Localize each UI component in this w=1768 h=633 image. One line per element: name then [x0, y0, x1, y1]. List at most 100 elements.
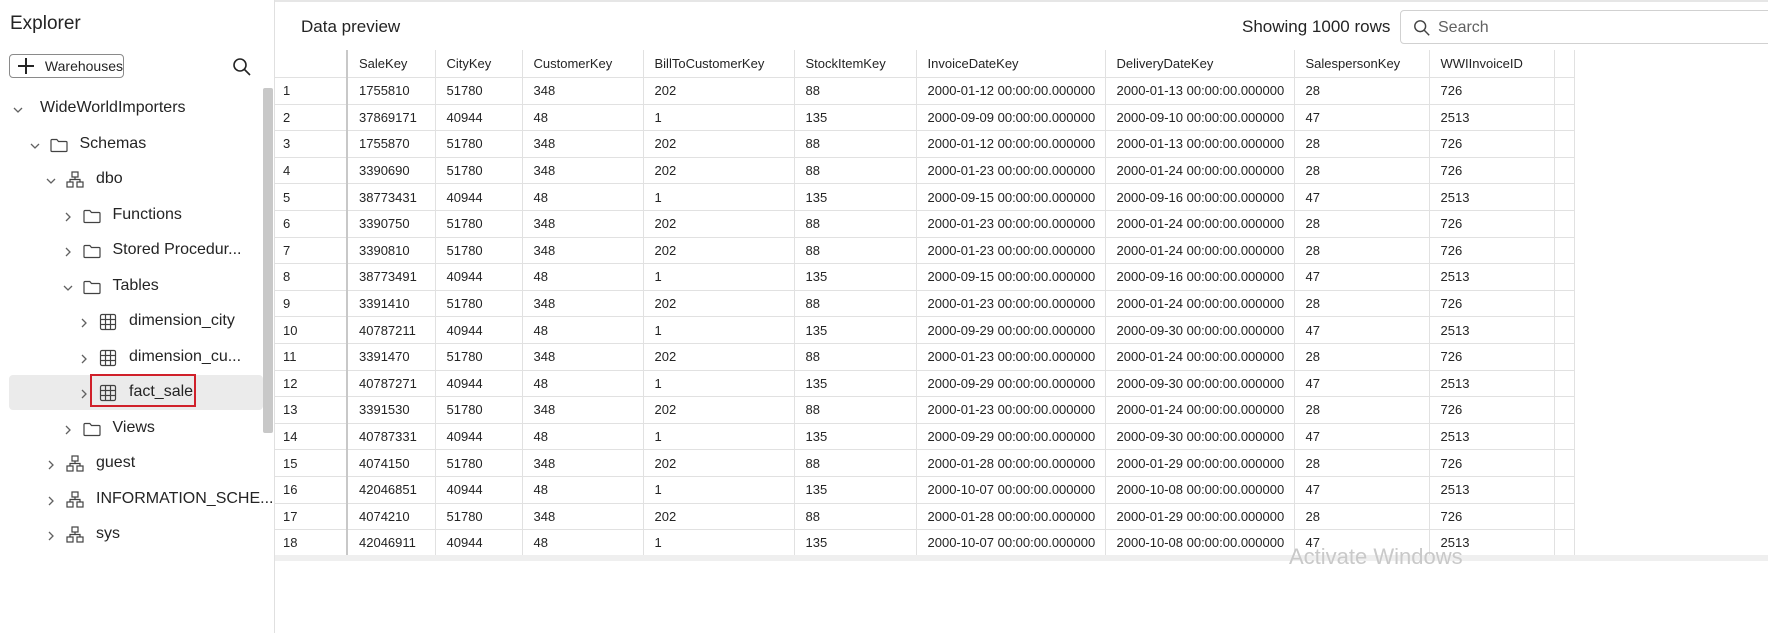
table-row[interactable]: 18 42046911 40944 48 1 135 2000-10-07 00:00:00… [275, 529, 1575, 555]
add-warehouses-button[interactable]: Warehouses [9, 54, 124, 78]
table-cell: 202 [643, 130, 795, 158]
chevron-right-icon[interactable] [45, 529, 57, 541]
table-row[interactable]: 12 40787271 40944 48 1 135 2000-09-29 00:00:00… [275, 370, 1575, 398]
table-cell: 88 [794, 210, 917, 238]
table-row[interactable]: 3 1755870 51780 348 202 88 2000-01-12 00:00:00… [275, 130, 1575, 158]
table-cell: 28 [1294, 290, 1430, 318]
table-cell: 202 [643, 237, 795, 265]
table-cell: 3390750 [347, 210, 436, 238]
chevron-down-icon[interactable] [29, 139, 41, 151]
table-cell: 2000-09-29 00:00:00.000000 [916, 423, 1106, 451]
chevron-right-icon[interactable] [78, 316, 90, 328]
table-cell: 40944 [435, 476, 523, 504]
table-row[interactable]: 14 40787331 40944 48 1 135 2000-09-29 00:00:00… [275, 423, 1575, 451]
chevron-right-icon[interactable] [62, 210, 74, 222]
table-cell: 2000-01-24 00:00:00.000000 [1105, 237, 1295, 265]
tree-item[interactable]: Tables [0, 269, 262, 304]
tree-item[interactable]: INFORMATION_SCHE... [0, 482, 274, 517]
column-header[interactable]: DeliveryDateKey [1105, 50, 1295, 78]
table-cell: 2000-01-28 00:00:00.000000 [916, 449, 1106, 477]
column-header-partial[interactable] [1554, 50, 1575, 78]
table-cell: 38773431 [347, 183, 436, 211]
table-cell: 42046911 [347, 529, 436, 555]
tree-item[interactable]: Functions [0, 198, 262, 233]
table-cell: 88 [794, 290, 917, 318]
column-header[interactable]: CityKey [435, 50, 523, 78]
table-row[interactable]: 1 1755810 51780 348 202 88 2000-01-12 00:00:00… [275, 77, 1575, 105]
chevron-right-icon[interactable] [45, 494, 57, 506]
table-cell: 28 [1294, 503, 1430, 531]
table-cell: 2000-01-24 00:00:00.000000 [1105, 210, 1295, 238]
table-row[interactable]: 16 42046851 40944 48 1 135 2000-10-07 00:00:00… [275, 476, 1575, 504]
table-cell: 88 [794, 503, 917, 531]
chevron-right-icon[interactable] [78, 352, 90, 364]
table-row[interactable]: 8 38773491 40944 48 1 135 2000-09-15 00:00:00.… [275, 263, 1575, 291]
chevron-down-icon[interactable] [12, 103, 24, 115]
column-header[interactable]: CustomerKey [522, 50, 644, 78]
tree-item-label: Functions [112, 205, 182, 223]
chevron-right-icon[interactable] [45, 458, 57, 470]
table-cell: 2000-01-23 00:00:00.000000 [916, 343, 1106, 371]
table-cell-partial [1554, 263, 1575, 291]
search-icon[interactable] [232, 57, 252, 77]
tree-item[interactable]: guest [0, 446, 262, 481]
table-cell-partial [1554, 529, 1575, 555]
table-cell-partial [1554, 157, 1575, 185]
table-row[interactable]: 13 3391530 51780 348 202 88 2000-01-23 00:00:0… [275, 396, 1575, 424]
table-cell: 726 [1429, 396, 1555, 424]
explorer-scrollbar[interactable] [263, 88, 273, 433]
tree-item[interactable]: fact_sale [9, 375, 263, 410]
table-cell: 48 [522, 104, 644, 132]
table-cell: 47 [1294, 316, 1430, 344]
column-header[interactable]: BillToCustomerKey [643, 50, 795, 78]
table-row[interactable]: 15 4074150 51780 348 202 88 2000-01-28 00:00:0… [275, 449, 1575, 477]
table-cell: 51780 [435, 290, 523, 318]
search-box[interactable] [1400, 10, 1768, 44]
schema-icon [65, 170, 85, 190]
table-row[interactable]: 6 3390750 51780 348 202 88 2000-01-23 00:00:00… [275, 210, 1575, 238]
tree-item[interactable]: dimension_city [0, 304, 262, 339]
table-row[interactable]: 10 40787211 40944 48 1 135 2000-09-29 00:00:00… [275, 316, 1575, 344]
table-cell-partial [1554, 476, 1575, 504]
column-header[interactable]: SaleKey [347, 50, 436, 78]
table-row[interactable]: 4 3390690 51780 348 202 88 2000-01-23 00:00:00… [275, 157, 1575, 185]
table-row[interactable]: 5 38773431 40944 48 1 135 2000-09-15 00:00:00.… [275, 183, 1575, 211]
tree-item-label: guest [96, 454, 136, 471]
column-header[interactable]: InvoiceDateKey [916, 50, 1106, 78]
horizontal-scrollbar[interactable] [275, 555, 1768, 561]
tree-item[interactable]: Schemas [0, 127, 262, 162]
tree-item[interactable]: sys [0, 517, 262, 552]
chevron-down-icon[interactable] [62, 281, 74, 293]
tree-item[interactable]: dbo [0, 162, 262, 197]
table-cell: 40944 [435, 370, 523, 398]
table-row[interactable]: 2 37869171 40944 48 1 135 2000-09-09 00:00:00.… [275, 104, 1575, 132]
chevron-right-icon[interactable] [62, 423, 74, 435]
tree-item-label: WideWorldImporters [40, 99, 186, 116]
chevron-right-icon[interactable] [78, 387, 90, 399]
schema-icon [65, 490, 85, 510]
table-cell: 3391410 [347, 290, 436, 318]
tree-item-label: dimension_city [129, 312, 235, 329]
tree-item-label: Tables [112, 276, 159, 294]
data-grid[interactable]: SaleKey CityKey CustomerKey BillToCustomerK… [275, 50, 1768, 555]
tree-item[interactable]: dimension_cu... [0, 340, 262, 375]
column-header[interactable]: WWIInvoiceID [1429, 50, 1555, 78]
search-input[interactable] [1436, 16, 1760, 40]
table-row[interactable]: 7 3390810 51780 348 202 88 2000-01-23 00:00:00… [275, 237, 1575, 265]
column-header[interactable]: SalespersonKey [1294, 50, 1430, 78]
table-cell: 47 [1294, 529, 1430, 555]
table-cell: 2513 [1429, 370, 1555, 398]
tree-item[interactable]: Stored Procedur... [0, 233, 262, 268]
chevron-down-icon[interactable] [45, 174, 57, 186]
tree-item[interactable]: WideWorldImporters [0, 91, 262, 126]
column-header[interactable]: StockItemKey [794, 50, 917, 78]
row-number: 17 [275, 503, 348, 531]
table-row[interactable]: 11 3391470 51780 348 202 88 2000-01-23 00:00:0… [275, 343, 1575, 371]
table-row[interactable]: 9 3391410 51780 348 202 88 2000-01-23 00:00:00… [275, 290, 1575, 318]
table-cell: 1 [643, 316, 795, 344]
row-number: 14 [275, 423, 348, 451]
table-row[interactable]: 17 4074210 51780 348 202 88 2000-01-28 00:00:0… [275, 503, 1575, 531]
table-cell: 2513 [1429, 529, 1555, 555]
tree-item[interactable]: Views [0, 411, 262, 446]
chevron-right-icon[interactable] [62, 245, 74, 257]
